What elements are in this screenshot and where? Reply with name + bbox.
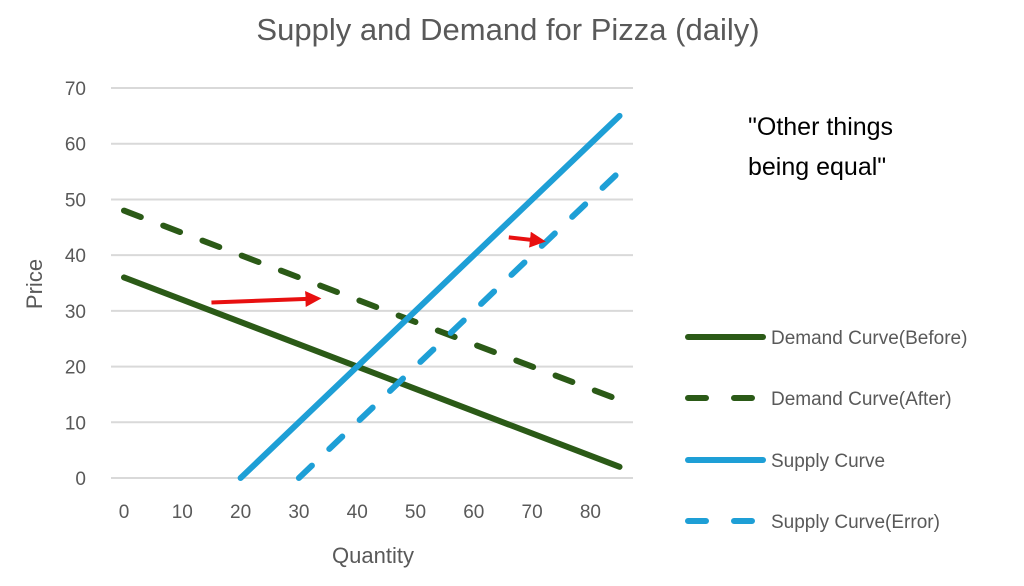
y-axis-ticks: 0 10 20 30 40 50 60 70 <box>65 79 86 490</box>
note-line-2: being equal" <box>748 153 886 181</box>
chart-title: Supply and Demand for Pizza (daily) <box>256 12 759 47</box>
y-tick-label: 70 <box>65 79 86 100</box>
ceteris-paribus-note: "Other things being equal" <box>748 113 900 181</box>
shift-arrow-1 <box>211 290 322 307</box>
x-tick-label: 80 <box>580 502 601 523</box>
x-tick-label: 70 <box>522 502 543 523</box>
y-tick-label: 60 <box>65 135 86 156</box>
legend-item: Demand Curve(Before) <box>685 328 967 349</box>
series-line-supply-curve <box>237 112 623 481</box>
x-tick-label: 0 <box>119 502 130 523</box>
y-axis-label: Price <box>22 259 47 309</box>
x-tick-label: 20 <box>230 502 251 523</box>
legend-item: Supply Curve(Error) <box>685 512 940 533</box>
series-line-supply-curve-error <box>295 168 623 481</box>
shift-arrows <box>211 231 546 307</box>
series-line-demand-curve-before <box>121 274 623 470</box>
x-tick-label: 10 <box>172 502 193 523</box>
legend-item: Demand Curve(After) <box>685 389 952 410</box>
y-tick-label: 0 <box>75 469 86 490</box>
gridlines <box>111 87 633 479</box>
legend-label: Demand Curve(After) <box>771 389 952 410</box>
x-axis-label: Quantity <box>332 543 414 568</box>
y-tick-label: 10 <box>65 413 86 434</box>
x-tick-label: 60 <box>463 502 484 523</box>
legend-label: Supply Curve(Error) <box>771 512 940 533</box>
y-tick-label: 50 <box>65 190 86 211</box>
x-tick-label: 40 <box>347 502 368 523</box>
series-line-demand-curve-after <box>121 207 623 404</box>
y-tick-label: 20 <box>65 358 86 379</box>
legend: Demand Curve(Before) Demand Curve(After) S… <box>685 328 967 533</box>
x-tick-label: 50 <box>405 502 426 523</box>
y-tick-label: 30 <box>65 302 86 323</box>
y-tick-label: 40 <box>65 246 86 267</box>
note-line-1: "Other things <box>748 113 893 141</box>
shift-arrow-2 <box>508 231 546 248</box>
x-axis-ticks: 0 10 20 30 40 50 60 70 80 <box>119 502 601 523</box>
x-tick-label: 30 <box>288 502 309 523</box>
series-lines <box>121 112 623 481</box>
legend-label: Demand Curve(Before) <box>771 328 967 349</box>
legend-item: Supply Curve <box>685 451 885 472</box>
legend-label: Supply Curve <box>771 451 885 472</box>
